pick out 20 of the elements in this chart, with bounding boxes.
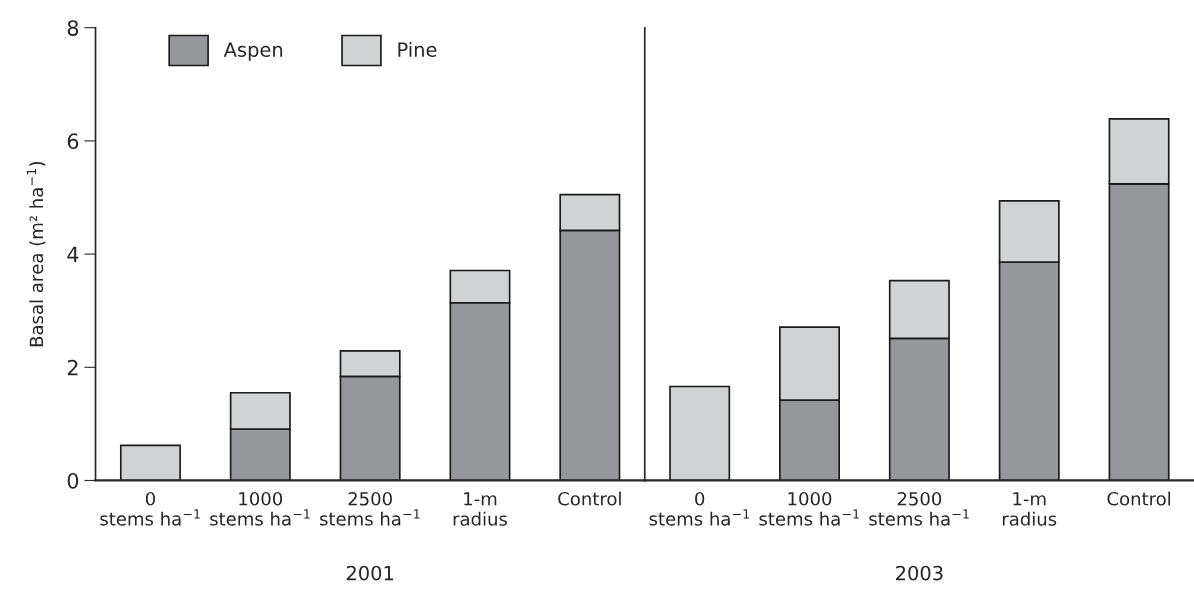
y-tick-label: 4 — [67, 246, 79, 263]
x-axis-title: 2003 — [896, 565, 943, 581]
x-tick-label: 0 stems ha$^{−1}$ — [100, 491, 200, 526]
x-tick-label: Control — [558, 491, 621, 506]
y-tick-label: 8 — [67, 20, 79, 36]
x-tick-label: 2500 stems ha$^{−1}$ — [869, 491, 969, 526]
x-tick-label: 1000 stems ha$^{−1}$ — [759, 491, 859, 526]
y-tick-label: 0 — [67, 472, 79, 489]
x-tick-label: 1-m radius — [453, 492, 508, 526]
legend-label: Aspen — [223, 42, 283, 61]
x-axis-title: 2001 — [346, 565, 394, 581]
x-tick-label: 1000 stems ha$^{−1}$ — [210, 491, 310, 526]
x-tick-label: 1-m radius — [1002, 492, 1057, 526]
y-tick-label: 2 — [67, 359, 78, 376]
x-tick-label: 2500 stems ha$^{−1}$ — [320, 491, 420, 526]
y-axis-title: Basal area (m² ha$^{−1}$) — [26, 161, 46, 347]
x-tick-label: 0 stems ha$^{−1}$ — [649, 491, 750, 526]
legend-label: Pine — [398, 41, 437, 57]
y-tick-label: 6 — [67, 133, 79, 150]
x-tick-label: Control — [1107, 491, 1171, 506]
